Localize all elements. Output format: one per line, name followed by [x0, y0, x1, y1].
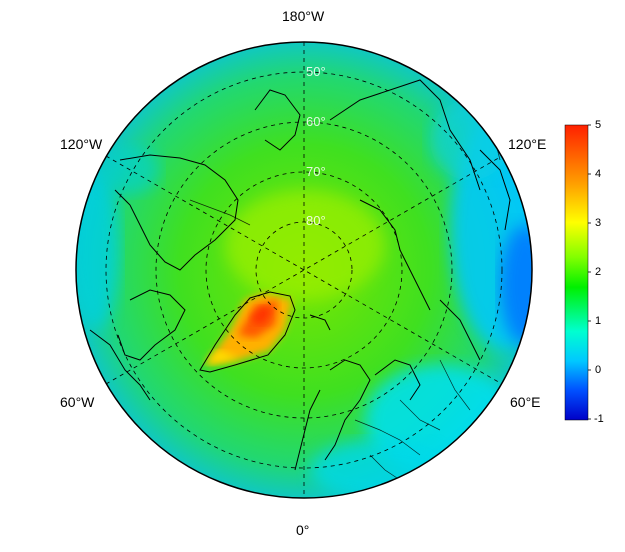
colorbar-tick-marks — [588, 124, 591, 420]
lon-label-60w: 60°W — [60, 394, 95, 410]
lon-label-180w: 180°W — [282, 8, 325, 24]
map-boundary — [75, 41, 533, 499]
lon-label-60e: 60°E — [510, 394, 541, 410]
lon-label-120e: 120°E — [508, 136, 547, 152]
lat-label-50: 50° — [306, 64, 326, 79]
colorbar-label-1: 1 — [595, 315, 602, 327]
lon-label-0: 0° — [296, 522, 310, 538]
lat-label-60: 60° — [306, 114, 326, 129]
colorbar-label-0: 0 — [595, 364, 602, 376]
colorbar-label-5: 5 — [595, 119, 602, 131]
latitude-circle-70 — [205, 171, 403, 369]
colorbar-label-4: 4 — [595, 168, 602, 180]
lat-label-70: 70° — [306, 164, 326, 179]
latitude-labels: 50° 60° 70° 80° — [306, 64, 326, 228]
colorbar-label-3: 3 — [595, 217, 602, 229]
lon-label-120w: 120°W — [60, 136, 103, 152]
lat-label-80: 80° — [306, 213, 326, 228]
colorbar — [564, 124, 589, 421]
colorbar-label-2: 2 — [595, 266, 602, 278]
graticule — [105, 42, 503, 498]
latitude-circle-50 — [105, 71, 503, 469]
colorbar-label-minus1: -1 — [594, 413, 604, 425]
